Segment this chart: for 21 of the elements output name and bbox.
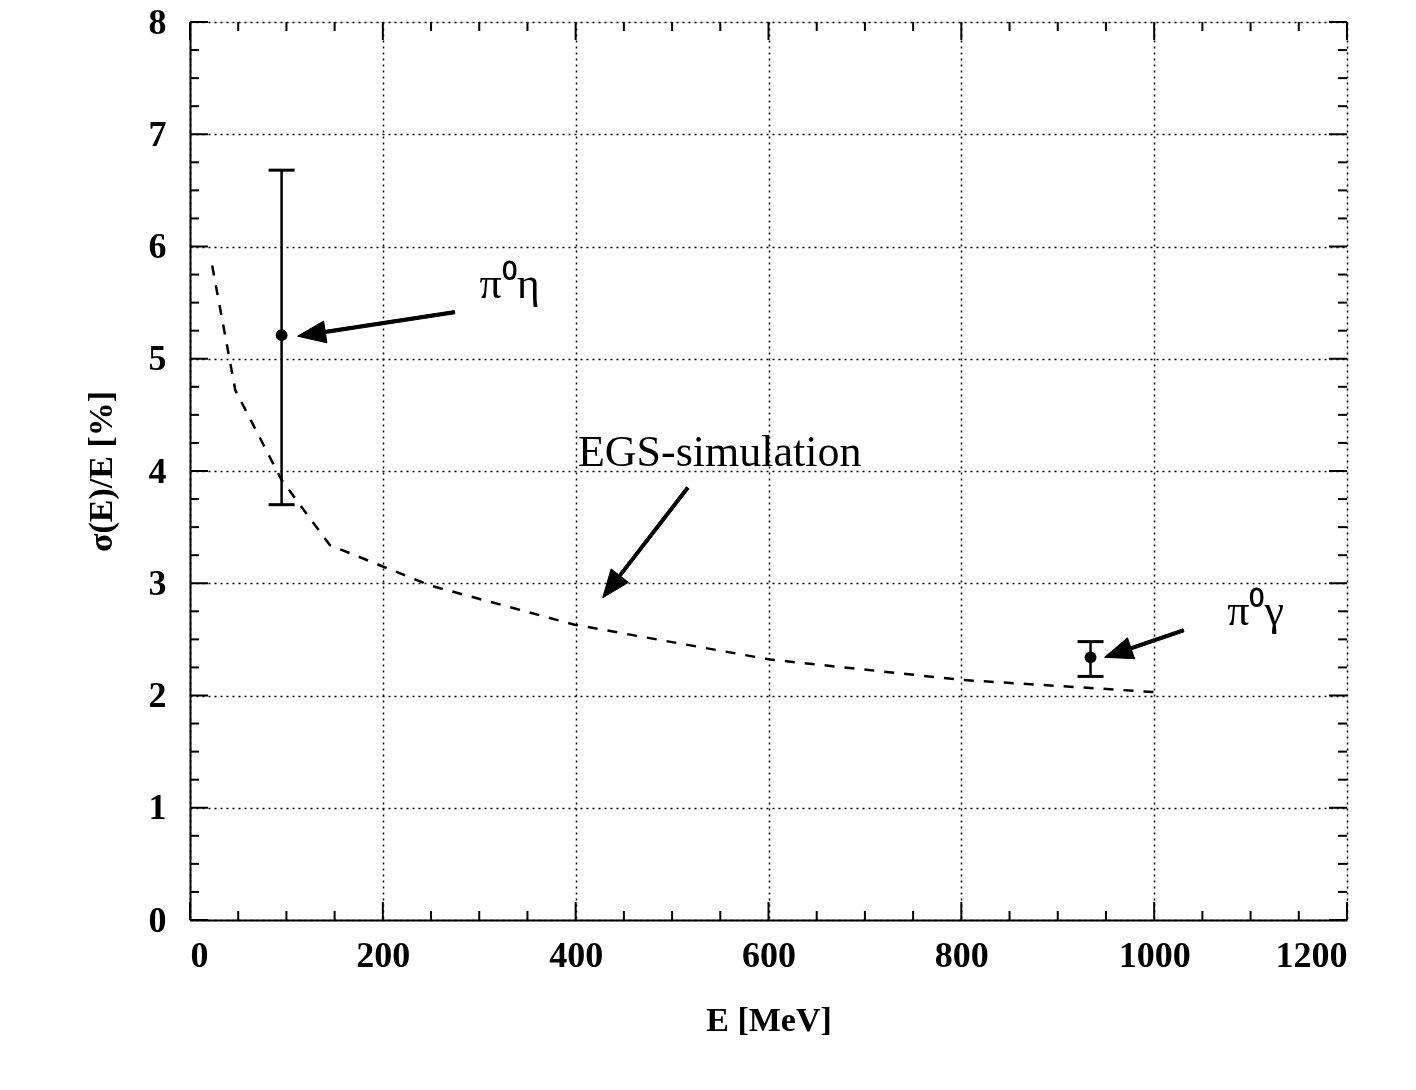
y-tick-label: 4 bbox=[148, 450, 167, 491]
x-tick-label: 800 bbox=[934, 934, 989, 975]
x-tick-label: 400 bbox=[549, 934, 604, 975]
y-tick-label: 6 bbox=[148, 226, 167, 266]
x-axis-title: E [MeV] bbox=[706, 1000, 832, 1038]
x-tick-label: 600 bbox=[742, 934, 796, 975]
y-tick-label: 5 bbox=[148, 338, 167, 379]
y-tick-label: 3 bbox=[148, 562, 167, 603]
annotation: π⁰γ bbox=[1227, 586, 1284, 636]
y-tick-label: 2 bbox=[148, 675, 167, 715]
x-tick-label: 200 bbox=[356, 934, 411, 975]
annotation: π⁰η bbox=[479, 259, 540, 309]
y-tick-label: 8 bbox=[148, 1, 167, 42]
x-tick-label: 1200 bbox=[1275, 934, 1348, 975]
x-tick-label: 0 bbox=[190, 934, 209, 975]
y-axis-title: σ(E)/E [%] bbox=[81, 390, 120, 553]
annotation: EGS-simulation bbox=[577, 426, 862, 476]
x-tick-label: 1000 bbox=[1118, 934, 1191, 975]
y-tick-label: 0 bbox=[148, 899, 167, 940]
y-tick-label: 1 bbox=[148, 787, 167, 828]
y-tick-label: 7 bbox=[148, 113, 167, 154]
